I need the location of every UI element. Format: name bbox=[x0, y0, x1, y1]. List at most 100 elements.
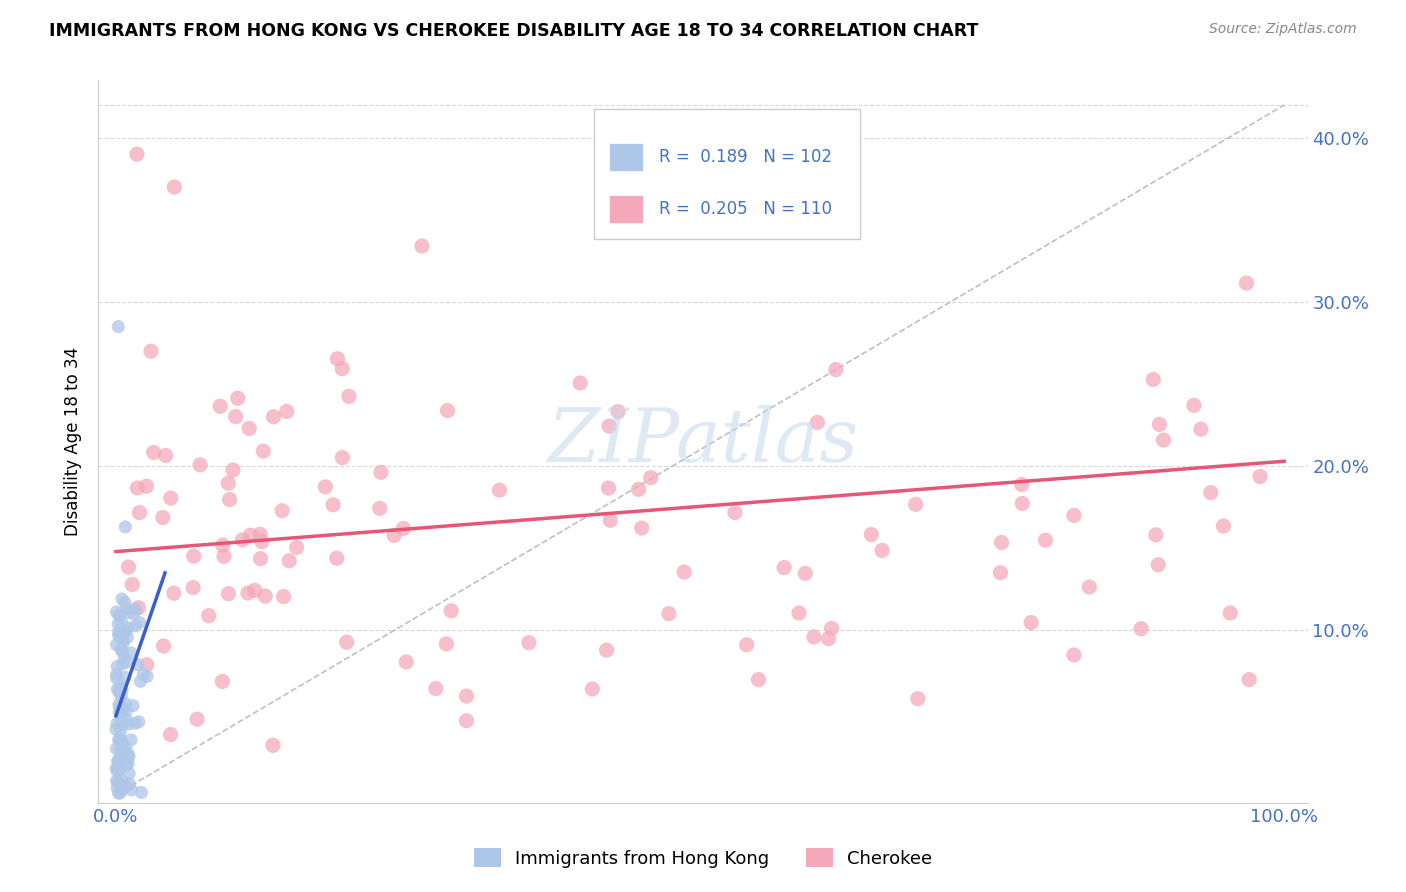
Point bbox=[425, 681, 447, 696]
Point bbox=[599, 513, 621, 527]
Point bbox=[155, 449, 177, 463]
Point bbox=[112, 650, 135, 665]
Point bbox=[110, 713, 132, 727]
Point bbox=[794, 566, 817, 581]
Point bbox=[107, 754, 129, 768]
Point bbox=[904, 497, 927, 511]
Point bbox=[1189, 422, 1212, 436]
Point bbox=[108, 705, 131, 719]
Point bbox=[803, 630, 825, 644]
Point bbox=[114, 696, 136, 710]
Point bbox=[107, 754, 129, 768]
Point bbox=[110, 781, 132, 796]
FancyBboxPatch shape bbox=[609, 143, 643, 171]
Point bbox=[110, 786, 132, 800]
Point bbox=[238, 421, 260, 435]
Point bbox=[271, 504, 294, 518]
Point bbox=[110, 689, 132, 703]
Point bbox=[114, 520, 136, 534]
Point bbox=[330, 450, 353, 465]
Point bbox=[1219, 606, 1241, 620]
Point bbox=[108, 697, 131, 711]
Point bbox=[110, 742, 132, 756]
Point bbox=[1011, 477, 1033, 491]
Point bbox=[627, 483, 650, 497]
Point bbox=[326, 351, 349, 366]
Point bbox=[105, 716, 128, 731]
Point bbox=[1078, 580, 1101, 594]
Point bbox=[108, 685, 131, 699]
Point bbox=[107, 616, 129, 631]
Point bbox=[212, 549, 235, 564]
Point bbox=[990, 566, 1012, 580]
Point bbox=[252, 444, 274, 458]
Point bbox=[188, 458, 211, 472]
Point bbox=[131, 785, 153, 799]
Point bbox=[120, 783, 142, 797]
Point bbox=[787, 606, 810, 620]
Point bbox=[107, 775, 129, 789]
Text: R =  0.205   N = 110: R = 0.205 N = 110 bbox=[659, 200, 832, 219]
Point bbox=[640, 471, 662, 485]
Point bbox=[1147, 558, 1170, 572]
Point bbox=[236, 586, 259, 600]
Point bbox=[105, 671, 128, 685]
Point bbox=[517, 636, 540, 650]
Point bbox=[105, 764, 128, 778]
Point bbox=[120, 733, 142, 747]
Point bbox=[121, 577, 143, 591]
FancyBboxPatch shape bbox=[595, 109, 860, 239]
Point bbox=[735, 638, 758, 652]
Point bbox=[773, 560, 796, 574]
Point bbox=[108, 700, 131, 714]
Point bbox=[110, 628, 132, 642]
Point bbox=[1182, 398, 1205, 412]
Point bbox=[273, 590, 295, 604]
Point bbox=[456, 714, 478, 728]
Text: IMMIGRANTS FROM HONG KONG VS CHEROKEE DISABILITY AGE 18 TO 34 CORRELATION CHART: IMMIGRANTS FROM HONG KONG VS CHEROKEE DI… bbox=[49, 22, 979, 40]
Point bbox=[1063, 648, 1085, 662]
Point bbox=[152, 510, 174, 524]
Point bbox=[105, 780, 128, 795]
Point bbox=[907, 691, 929, 706]
Point bbox=[105, 762, 128, 776]
Text: ZIPatlas: ZIPatlas bbox=[547, 405, 859, 478]
Point bbox=[111, 592, 134, 607]
Point bbox=[128, 714, 150, 729]
Point bbox=[1149, 417, 1171, 432]
Point bbox=[249, 527, 271, 541]
Point bbox=[820, 621, 842, 635]
Point bbox=[139, 344, 162, 359]
Point bbox=[117, 560, 139, 574]
Point bbox=[115, 712, 138, 726]
Point bbox=[159, 491, 181, 505]
Point bbox=[598, 481, 620, 495]
Text: R =  0.189   N = 102: R = 0.189 N = 102 bbox=[659, 148, 832, 166]
Point bbox=[107, 786, 129, 800]
Point bbox=[105, 659, 128, 673]
Point bbox=[110, 684, 132, 698]
Point bbox=[658, 607, 681, 621]
Point bbox=[120, 646, 142, 660]
Point bbox=[115, 602, 138, 616]
Point bbox=[105, 773, 128, 788]
Point bbox=[1212, 519, 1234, 533]
Point bbox=[111, 682, 134, 697]
Point bbox=[1144, 528, 1167, 542]
Point bbox=[142, 445, 165, 459]
Point bbox=[115, 655, 138, 669]
Point bbox=[105, 741, 128, 756]
Point bbox=[111, 644, 134, 658]
Point bbox=[127, 481, 149, 495]
FancyBboxPatch shape bbox=[609, 195, 643, 223]
Point bbox=[110, 761, 132, 775]
Point bbox=[112, 635, 135, 649]
Point bbox=[440, 604, 463, 618]
Y-axis label: Disability Age 18 to 34: Disability Age 18 to 34 bbox=[65, 347, 83, 536]
Point bbox=[724, 506, 747, 520]
Point bbox=[135, 479, 157, 493]
Point bbox=[114, 595, 136, 609]
Point bbox=[285, 541, 308, 555]
Point bbox=[108, 732, 131, 747]
Point bbox=[337, 389, 360, 403]
